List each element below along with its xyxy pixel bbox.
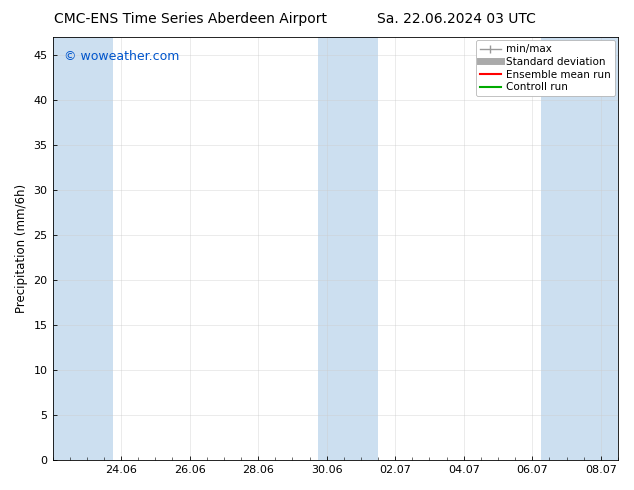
Title: CMC-ENS Time Series Aberdeen Airport      Sa. 22.06.2024 03 UTC: CMC-ENS Time Series Aberdeen Airport Sa.…	[0, 489, 1, 490]
Text: © woweather.com: © woweather.com	[64, 50, 179, 63]
Text: CMC-ENS Time Series Aberdeen Airport: CMC-ENS Time Series Aberdeen Airport	[54, 12, 327, 26]
Bar	[53, 37, 112, 460]
Y-axis label: Precipitation (mm/6h): Precipitation (mm/6h)	[15, 184, 28, 313]
Bar	[541, 37, 618, 460]
Text: Sa. 22.06.2024 03 UTC: Sa. 22.06.2024 03 UTC	[377, 12, 536, 26]
Legend: min/max, Standard deviation, Ensemble mean run, Controll run: min/max, Standard deviation, Ensemble me…	[476, 40, 615, 97]
Bar	[318, 37, 378, 460]
